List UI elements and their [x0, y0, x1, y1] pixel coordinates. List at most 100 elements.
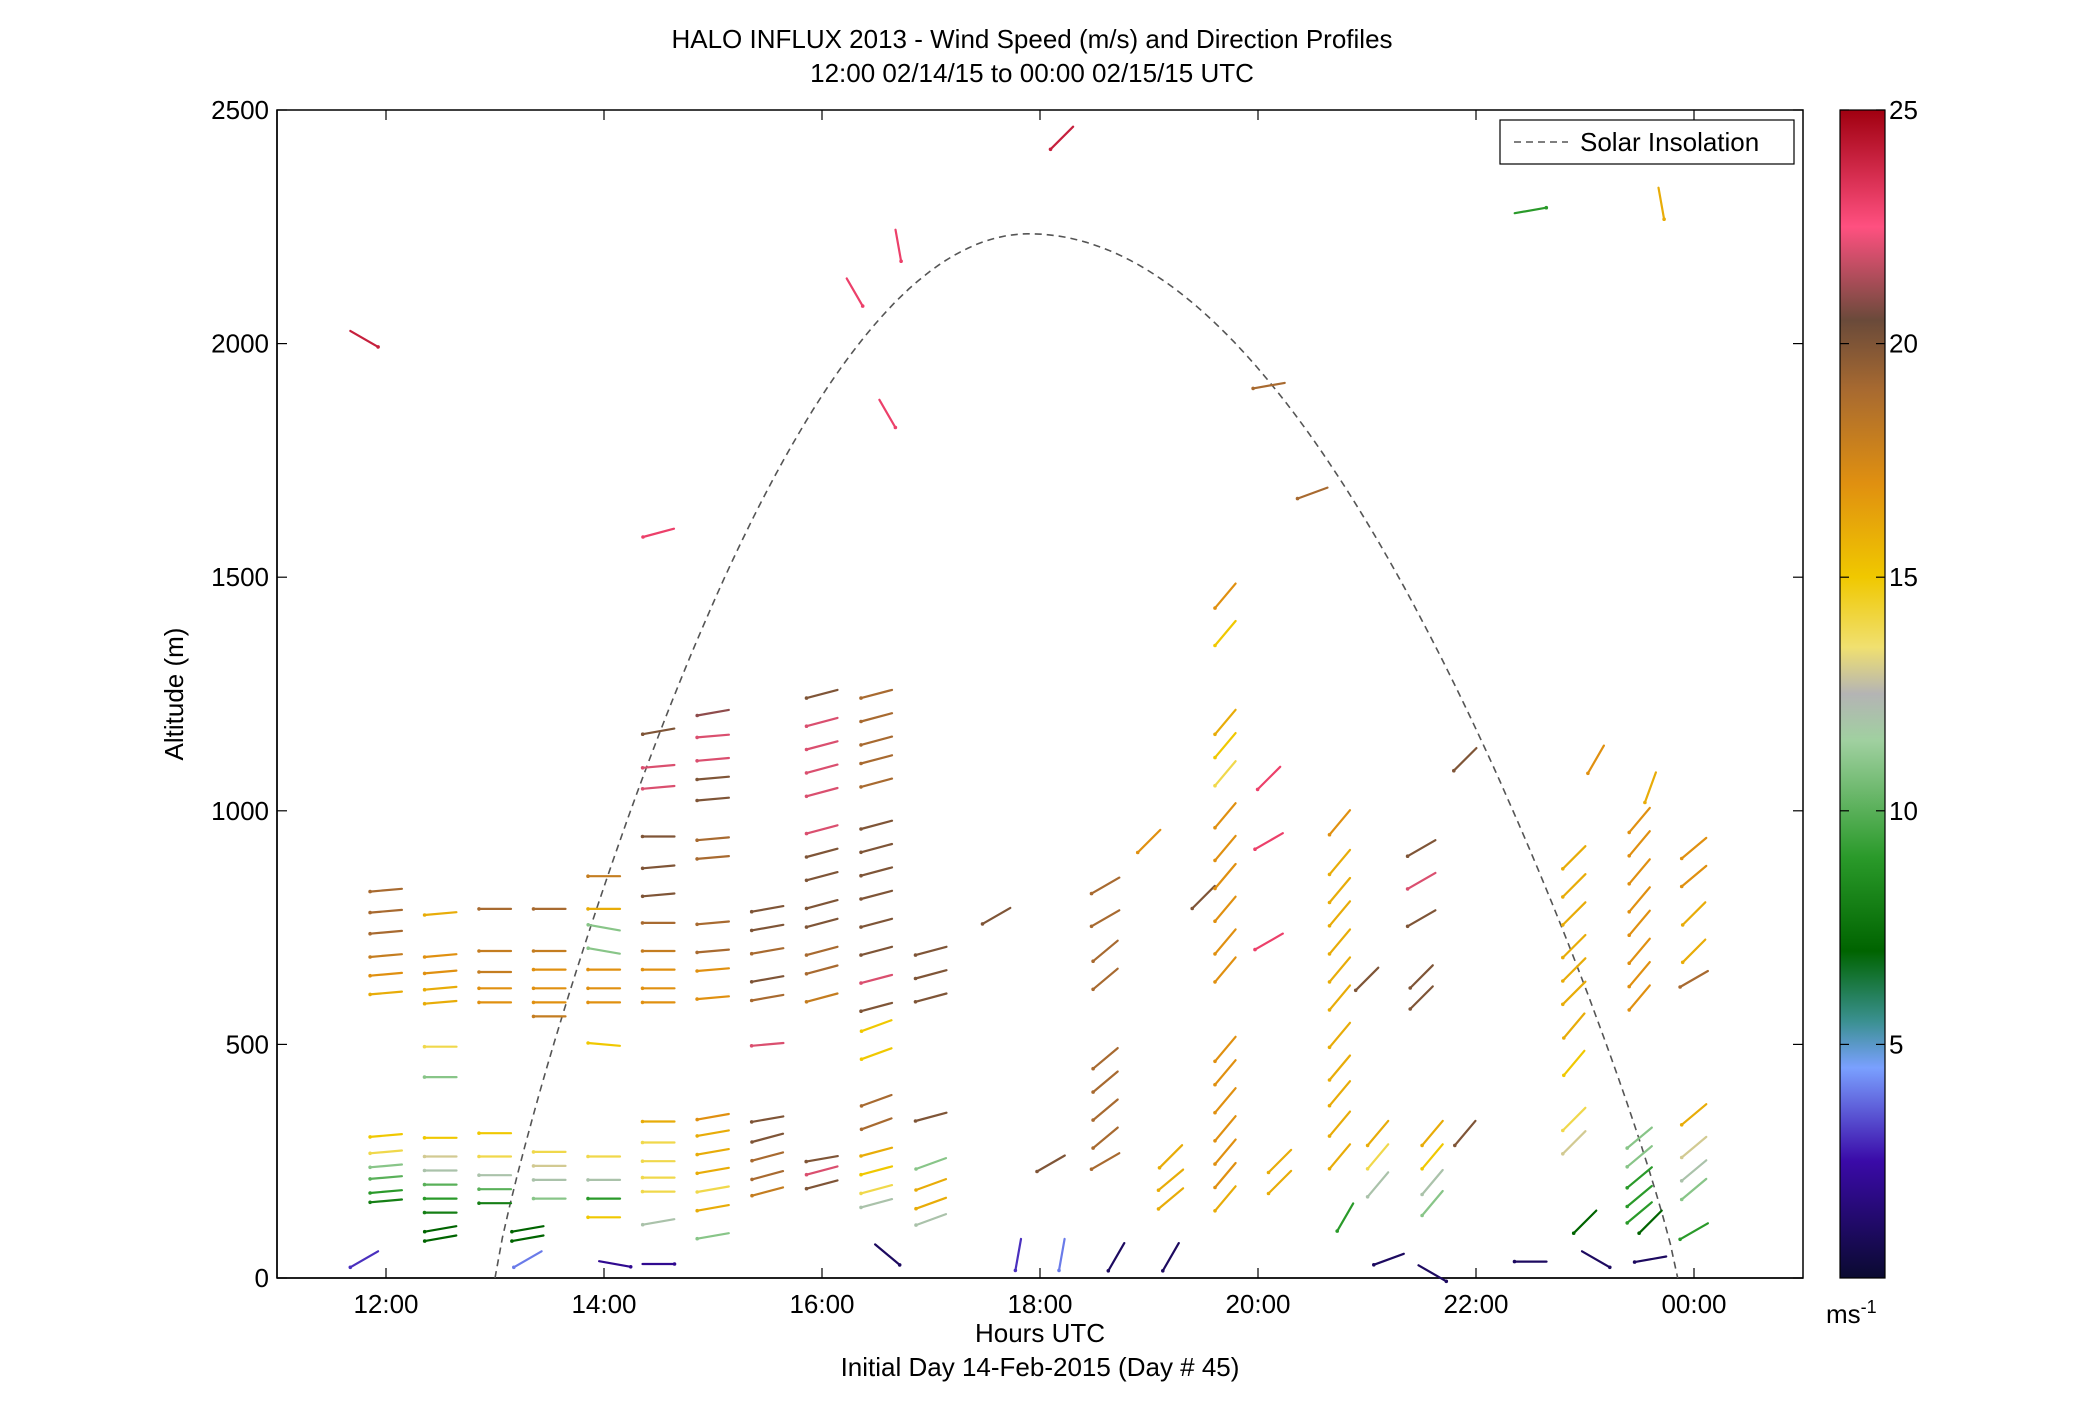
wind-vector	[369, 1198, 403, 1204]
wind-vector-head	[1405, 854, 1410, 858]
wind-vector-head	[1562, 1036, 1566, 1040]
wind-vector-head	[913, 1119, 918, 1123]
wind-vector	[1657, 186, 1666, 221]
wind-vector-head	[640, 866, 645, 871]
wind-vector-head	[368, 1200, 372, 1205]
wind-vector-head	[640, 967, 645, 972]
wind-vector	[1562, 1012, 1586, 1040]
wind-vector-head	[859, 981, 863, 985]
wind-vector-head	[531, 949, 536, 953]
wind-vector	[860, 1093, 893, 1108]
wind-vector	[1213, 895, 1237, 923]
wind-vector	[805, 824, 839, 835]
wind-vector-head	[1561, 1128, 1565, 1133]
wind-vector-head	[1213, 952, 1217, 956]
wind-vector-head	[1420, 1192, 1424, 1197]
wind-vector-head	[640, 894, 645, 899]
wind-vector-head	[859, 1191, 863, 1196]
wind-vector-head	[586, 1178, 590, 1182]
wind-vector-head	[859, 873, 863, 878]
x-axis-sublabel: Initial Day 14-Feb-2015 (Day # 45)	[841, 1352, 1240, 1382]
wind-vector-head	[1253, 947, 1257, 952]
x-tick-label: 18:00	[1007, 1289, 1072, 1319]
wind-vector-head	[640, 1140, 645, 1145]
wind-vector-head	[1353, 988, 1358, 993]
wind-vector-head	[1327, 900, 1332, 905]
solar-insolation-curve	[494, 232, 1679, 1279]
wind-vector	[369, 1189, 403, 1195]
wind-vector-head	[422, 1182, 427, 1187]
wind-vector	[1626, 1184, 1653, 1208]
wind-vector	[369, 1175, 403, 1181]
wind-vector-head	[859, 925, 863, 929]
wind-vector-head	[1679, 856, 1684, 861]
wind-vector	[859, 917, 894, 929]
wind-vectors	[348, 125, 1710, 1284]
wind-vector-head	[1091, 987, 1095, 992]
wind-vector-head	[1405, 887, 1410, 891]
wind-vector	[423, 911, 458, 917]
wind-vector	[805, 786, 839, 798]
wind-vector-head	[531, 1000, 536, 1005]
wind-vector-head	[531, 1196, 536, 1201]
wind-vector-head	[1156, 1207, 1161, 1211]
legend-label: Solar Insolation	[1580, 127, 1759, 157]
wind-vector	[805, 763, 839, 775]
wind-vector	[587, 947, 621, 955]
wind-vector-head	[1213, 643, 1217, 648]
wind-vector-head	[1327, 1045, 1332, 1050]
y-tick-label: 2500	[211, 95, 269, 125]
wind-vector	[1328, 900, 1352, 927]
wind-vector-head	[1106, 1269, 1111, 1273]
wind-vector	[1161, 1241, 1180, 1272]
wind-vector-head	[1405, 924, 1410, 929]
wind-vector	[1328, 1021, 1352, 1049]
wind-vector	[1213, 1035, 1237, 1063]
wind-vector-head	[1327, 980, 1332, 984]
wind-vector-head	[750, 1140, 754, 1144]
wind-vector-head	[1678, 1237, 1682, 1242]
wind-vector	[1107, 1241, 1126, 1272]
wind-vector	[696, 1112, 730, 1121]
wind-vector-head	[1678, 985, 1682, 989]
wind-vector	[805, 1154, 839, 1163]
wind-vector	[1328, 956, 1352, 984]
wind-vector-head	[749, 1120, 754, 1124]
wind-vector-head	[640, 834, 645, 839]
wind-vector	[914, 969, 948, 980]
y-tick-label: 0	[255, 1263, 269, 1293]
wind-vector	[1680, 836, 1708, 860]
wind-vector	[1626, 1201, 1653, 1225]
wind-vector	[1681, 901, 1707, 927]
wind-vector-head	[586, 946, 590, 950]
wind-vector-head	[695, 759, 699, 763]
colorbar-tick-label: 20	[1889, 329, 1918, 359]
x-axis-label: Hours UTC	[975, 1318, 1105, 1348]
wind-vector	[859, 1001, 894, 1013]
wind-vector-head	[368, 1177, 372, 1181]
wind-vector	[750, 1169, 785, 1181]
wind-vector-head	[695, 838, 699, 842]
wind-vector	[1213, 582, 1237, 610]
wind-vector	[1680, 1103, 1708, 1126]
wind-vector-head	[750, 1193, 754, 1198]
wind-vector-head	[1643, 800, 1647, 805]
chart-title: HALO INFLUX 2013 - Wind Speed (m/s) and …	[671, 24, 1392, 54]
wind-vector	[641, 784, 676, 790]
wind-vector-head	[1213, 1139, 1217, 1143]
wind-vector	[750, 923, 785, 932]
wind-vector	[1091, 939, 1119, 963]
wind-vector	[860, 1019, 893, 1033]
wind-vector-head	[859, 1127, 864, 1132]
wind-vector-head	[1625, 1146, 1629, 1150]
wind-vector-head	[422, 1001, 427, 1006]
wind-vector	[1406, 909, 1437, 928]
wind-vector-head	[804, 972, 809, 976]
wind-vector	[695, 948, 731, 954]
wind-vector	[586, 1041, 622, 1047]
wind-vector	[1213, 834, 1237, 862]
colorbar-ticks: 5 10 15 20 25	[1840, 95, 1918, 1059]
wind-vector-head	[804, 878, 809, 883]
wind-vector	[1628, 806, 1651, 834]
wind-vector-head	[695, 713, 699, 718]
